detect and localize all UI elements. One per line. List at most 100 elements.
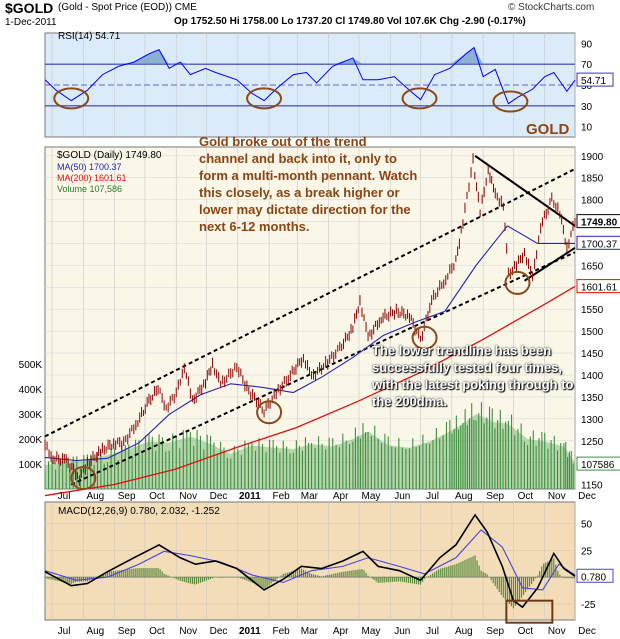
x-tick-label: Sep [118,626,136,637]
support-test-circle [256,400,283,425]
macd-value-tag-bg [576,568,614,583]
x-tick-label: Dec [578,626,596,637]
price-tick-label: 1500 [581,327,604,338]
x-tick-label: Jul [426,491,439,502]
ma200-line [44,285,576,497]
volume-tick-label: 400K [19,385,43,396]
annotation-bottom-line: The lower trendline has been [372,343,552,358]
rsi-highlight-circle [246,87,283,110]
price-tick-label: 1350 [581,393,604,404]
x-tick-label: Sep [118,491,136,502]
header-name: (Gold - Spot Price (EOD)) CME [58,2,197,13]
rsi-legend: RSI(14) 54.71 [58,31,121,42]
x-tick-label: Feb [272,491,290,502]
x-tick-label: Mar [301,626,319,637]
macd-tick-label: 25 [581,546,593,557]
volume-tick-label: 100K [19,460,43,471]
x-tick-label: Aug [455,626,473,637]
support-test-circle [504,270,531,295]
volume-tick-label: 500K [19,360,43,371]
legend-volume: Volume 107,586 [57,184,123,194]
rsi-highlight-circle [492,90,529,113]
macd-tick-label: -25 [581,600,596,611]
macd-line [44,513,576,609]
x-tick-label: 2011 [239,491,261,502]
macd-value-tag: 0.780 [581,572,606,583]
x-tick-label: Oct [149,491,165,502]
support-test-circle [411,325,438,350]
rsi-tick-label: 10 [581,123,593,134]
trendline-upper-channel [44,168,576,438]
x-tick-label: Apr [333,491,349,502]
x-tick-label: Apr [333,626,349,637]
rsi-value-tag: 54.71 [581,76,606,87]
macd-signal-line [44,529,576,591]
price-tick-label: 1450 [581,349,604,360]
price-tick-label: 1900 [581,152,604,163]
ma200-value-tag-bg [576,279,620,294]
gold-label: GOLD [526,121,570,138]
rsi-overbought-fill [45,47,575,65]
x-tick-label: Dec [578,491,596,502]
annotation-top-line: Gold broke out of the trend [199,134,367,149]
header-watermark: © StockCharts.com [508,2,595,13]
macd-highlight-box [505,599,554,624]
macd-tick-label: 50 [581,519,593,530]
price-tick-label: 1400 [581,371,604,382]
x-tick-label: Nov [548,491,566,502]
trendline-lower-channel [70,251,576,486]
legend-ma50: MA(50) 1700.37 [57,162,122,172]
price-tick-label: 1300 [581,415,604,426]
price-tick-label: 1800 [581,196,604,207]
annotation-bottom-line: successfully tested four times, [372,360,563,375]
volume-tick-label: 200K [19,435,43,446]
x-tick-label: May [362,626,381,637]
x-tick-label: Jul [426,626,439,637]
x-tick-label: 2011 [239,626,261,637]
trendline-pennant-top [474,154,576,227]
volume-tick-label: 300K [19,410,43,421]
x-tick-label: Feb [272,626,290,637]
annotation-top-line: channel and back into it, only to [199,151,397,166]
close-value-tag-bg [576,214,620,229]
price-tick-label: 1850 [581,174,604,185]
price-tick-label: 1550 [581,305,604,316]
rsi-highlight-circle [401,87,438,110]
price-tick-label: 1250 [581,437,604,448]
x-tick-label: Sep [486,626,504,637]
x-tick-label: Oct [518,491,534,502]
x-tick-label: Mar [301,491,319,502]
rsi-tick-label: 90 [581,39,593,50]
close-value-tag: 1749.80 [581,218,618,229]
annotation-bottom-line: the 200dma. [372,394,448,409]
rsi-line [44,46,576,105]
x-tick-label: Nov [179,491,197,502]
x-tick-label: Nov [548,626,566,637]
annotation-bottom-line: with the latest poking through to [372,377,574,392]
x-tick-label: Aug [86,626,104,637]
x-tick-label: Aug [86,491,104,502]
legend-price: $GOLD (Daily) 1749.80 [57,150,162,161]
volume-value-tag: 107586 [581,460,615,471]
volume-value-tag-bg [576,456,620,471]
header-date: 1-Dec-2011 [5,17,57,28]
ma50-value-tag: 1700.37 [581,239,618,250]
legend-ma200: MA(200) 1601.61 [57,173,127,183]
macd-legend: MACD(12,26,9) 0.780, 2.032, -1.252 [58,506,220,517]
macd-panel-bg [44,501,576,621]
rsi-highlight-circle [53,87,90,110]
x-tick-label: Jul [58,626,71,637]
x-tick-label: Dec [210,626,228,637]
rsi-tick-label: 70 [581,60,593,71]
x-tick-label: Sep [486,491,504,502]
rsi-value-tag-bg [576,72,614,87]
price-tick-label: 1650 [581,261,604,272]
price-tick-label: 1150 [581,481,603,492]
ma50-value-tag-bg [576,235,620,250]
support-test-circle [70,466,97,491]
annotation-top-line: next 6-12 months. [199,219,310,234]
x-tick-label: Nov [179,626,197,637]
x-tick-label: Dec [210,491,228,502]
x-tick-label: Aug [455,491,473,502]
